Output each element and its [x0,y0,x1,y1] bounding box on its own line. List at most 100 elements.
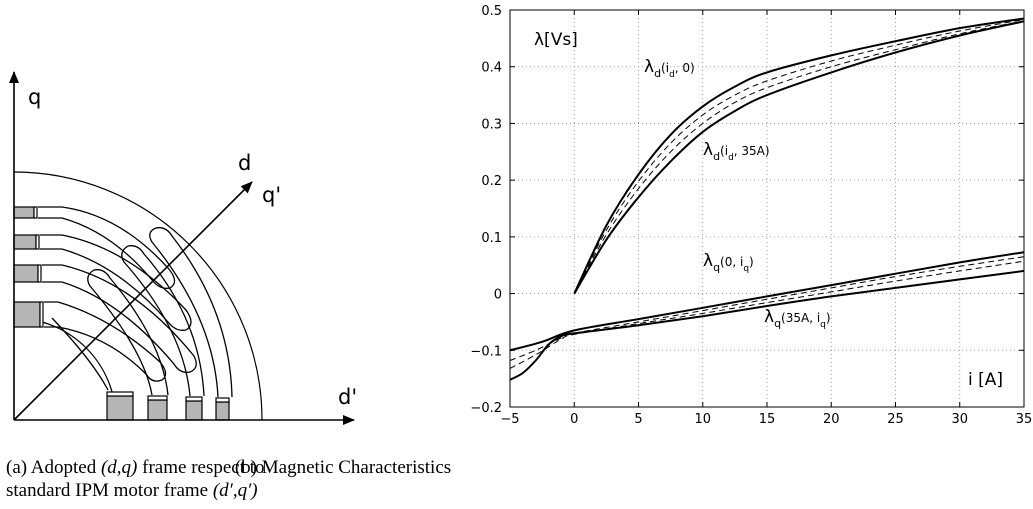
flux-barrier [149,227,233,398]
ann-argsub: d [728,153,734,163]
flux-barrier [121,245,205,397]
series-line-3 [573,20,1025,295]
y-tick-label: −0.1 [470,344,502,359]
chart-svg: −5 0 5 10 15 20 25 30 35 −0.2 −0.1 0 0.1 0.2 0.3 0.4 0.5… [470,4,1032,427]
flux-barrier [38,206,176,289]
magnet-cap [215,397,230,403]
d-axis-label: d [238,151,251,175]
magnet [106,395,134,421]
flux-barrier [87,269,169,396]
ann-sym: λ [644,57,654,77]
frame-diagram: q d q' d' [0,0,440,505]
magnetic-characteristics-chart: −5 0 5 10 15 20 25 30 35 −0.2 −0.1 0 0.1 0.2 0.3 0.4 0.5… [450,0,1033,505]
ann-sub: q [774,317,781,330]
magnet-cap [39,301,44,328]
magnet [215,401,230,421]
ann-sym: λ [703,140,713,160]
plot-frame [509,9,1025,408]
y-tick-label: −0.2 [470,401,502,416]
caption-a-tag: (a) [6,457,28,478]
annotation-lambda-q-35: λq(35A, iq) [764,307,831,330]
d-axis [13,181,253,421]
grid [510,10,1024,407]
x-tick-label: 30 [951,412,968,427]
flux-barrier [40,234,192,331]
ann-sub: q [713,261,720,274]
magnet-cap [37,264,42,283]
x-tick-label: 5 [634,412,642,427]
magnet-cap [147,395,168,401]
annotation-lambda-d-35: λd(id, 35A) [703,140,770,163]
annotation-lambda-d-0: λd(id, 0) [644,57,695,80]
magnet [13,206,35,219]
magnet-cap [185,396,203,402]
magnet [13,234,37,250]
ann-argsub: d [669,70,675,80]
ann-argend: , 35A) [734,144,770,158]
caption-a-text-1: Adopted [30,457,97,478]
caption-a: (a) Adopted (d,q) frame respect to stand… [6,456,431,502]
ticks [509,9,1025,408]
x-tick-label: 35 [1016,412,1033,427]
ann-args: (i [661,61,669,75]
tick-labels: −5 0 5 10 15 20 25 30 35 −0.2 −0.1 0 0.1 0.2 0.3 0.4 0.5 [470,4,1032,427]
ann-args: (i [720,144,728,158]
flux-barriers [38,206,233,398]
magnets-bottom [106,391,230,421]
x-tick-label: 20 [823,412,840,427]
series-line-6 [509,260,1025,369]
caption-b: (b) Magnetic Characteristics [234,457,452,478]
series-line-5 [509,256,1025,361]
flux-barrier [44,301,167,382]
ann-args: (35A, i [781,311,820,325]
ann-argend: ) [826,311,831,325]
magnet [13,301,41,328]
series-line-4 [509,251,1025,352]
annotation-lambda-q-0: λq(0, iq) [703,251,754,274]
x-tick-label: −5 [500,412,519,427]
ann-sym: λ [764,307,774,327]
magnet-cap [35,234,40,250]
x-tick-label: 15 [759,412,776,427]
magnets-left [13,206,44,328]
y-tick-label: 0.4 [481,61,502,76]
series-line-2 [573,20,1025,294]
caption-a-text-3: standard IPM motor frame [6,480,209,501]
magnet-cap [33,206,38,219]
magnet-cap [106,391,134,397]
d-prime-axis-label: d' [338,385,357,409]
flux-barrier [42,264,197,373]
series-line-0 [573,17,1025,295]
y-tick-label: 0 [494,288,502,303]
ann-args: (0, i [720,255,743,269]
series-line-7 [509,269,1025,381]
y-tick-label: 0.3 [481,117,502,132]
ann-argend: ) [749,255,754,269]
caption-a-text-2: frame respect to [142,457,265,478]
y-tick-label: 0.2 [481,174,502,189]
magnet [13,264,39,283]
y-tick-label: 0.1 [481,231,502,246]
x-tick-label: 10 [694,412,711,427]
x-tick-label: 0 [570,412,578,427]
q-axis-label: q [28,85,41,109]
magnet [185,400,203,421]
magnet [147,399,168,421]
ann-argsub: q [820,320,826,330]
ann-argsub: q [743,264,749,274]
x-tick-label: 25 [887,412,904,427]
flux-barrier [51,317,109,391]
q-prime-axis-label: q' [262,183,281,207]
ann-argend: , 0) [675,61,695,75]
ann-sub: d [654,67,661,80]
x-unit-label: i [A] [968,370,1003,390]
series-line-1 [573,19,1025,294]
series-group [509,17,1025,381]
y-unit-label: λ[Vs] [534,30,578,50]
ann-sub: d [713,150,720,163]
y-tick-label: 0.5 [481,4,502,19]
ann-sym: λ [703,251,713,271]
caption-a-math-1: (d,q) [100,457,138,478]
caption-a-math-2: (d′,q′) [212,480,258,501]
frame-diagram-svg: q d q' d' [9,71,357,425]
